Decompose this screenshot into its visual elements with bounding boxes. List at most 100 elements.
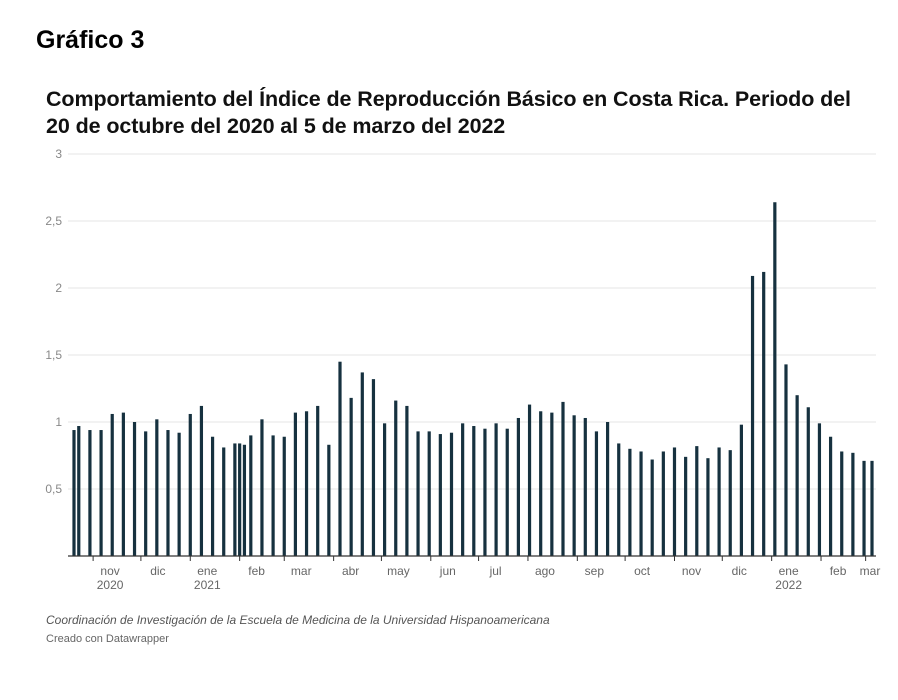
y-axis: 0,5 1 1,5 2 2,5 3: [45, 147, 62, 496]
bar: [661, 451, 665, 556]
bar: [583, 417, 587, 556]
y-tick-label: 1,5: [45, 348, 62, 362]
bar: [99, 430, 103, 556]
bar: [449, 432, 454, 556]
x-tick-label: mar: [291, 564, 312, 578]
bar: [438, 434, 442, 556]
bar: [650, 459, 654, 556]
bar: [242, 444, 247, 556]
bar: [382, 423, 387, 556]
bar: [539, 411, 543, 556]
bar: [572, 415, 576, 556]
source-note: Coordinación de Investigación de la Escu…: [46, 613, 550, 627]
bar: [628, 448, 632, 556]
bar: [88, 430, 92, 556]
figure-label: Gráfico 3: [36, 26, 145, 54]
x-tick-label: ene: [197, 564, 217, 578]
x-tick-label: nov: [100, 564, 119, 578]
bar: [605, 422, 610, 556]
bar: [728, 450, 732, 556]
bar: [862, 460, 866, 556]
bar: [594, 431, 599, 556]
x-tick-label: jul: [489, 564, 502, 578]
x-tick-label: dic: [732, 564, 747, 578]
bar: [72, 430, 76, 556]
bar: [851, 452, 855, 556]
bar: [132, 422, 137, 556]
bar: [222, 447, 226, 556]
bar: [77, 426, 81, 556]
bar: [817, 423, 822, 556]
bar: [806, 407, 810, 556]
bar: [461, 423, 465, 556]
bar: [293, 412, 298, 556]
bar: [210, 436, 215, 556]
bar: [695, 446, 699, 556]
bar: [349, 397, 353, 556]
bar: [684, 456, 688, 556]
bar: [561, 401, 565, 556]
x-tick-year-label: 2020: [97, 578, 124, 592]
bar: [327, 444, 331, 556]
bar: [338, 361, 342, 556]
bar: [238, 443, 242, 556]
bar: [316, 405, 320, 556]
x-tick-label: ene: [779, 564, 799, 578]
bar: [717, 447, 721, 556]
x-tick-label: nov: [682, 564, 701, 578]
bar: [121, 412, 125, 556]
bar: [394, 400, 398, 556]
bar: [750, 275, 755, 556]
bar: [405, 405, 409, 556]
x-tick-year-label: 2022: [775, 578, 802, 592]
bar: [177, 432, 181, 556]
x-tick-label: oct: [634, 564, 651, 578]
x-tick-year-label: 2021: [194, 578, 221, 592]
x-tick-label: dic: [150, 564, 165, 578]
x-tick-label: ago: [535, 564, 555, 578]
x-tick-label: mar: [860, 564, 881, 578]
bar: [249, 435, 253, 556]
bar: [110, 413, 114, 556]
bar: [516, 417, 520, 556]
bar: [144, 431, 148, 556]
x-tick-label: may: [387, 564, 410, 578]
bar: [773, 202, 777, 557]
bar: [795, 395, 799, 556]
bar: [483, 428, 487, 556]
bar: [416, 431, 420, 556]
bar: [762, 271, 766, 556]
y-tick-label: 2,5: [45, 214, 62, 228]
bar: [166, 430, 170, 556]
bar: [840, 451, 844, 556]
bar: [739, 424, 743, 556]
bar: [233, 443, 237, 556]
bar: [639, 451, 643, 556]
bar: [371, 379, 376, 556]
bar: [427, 431, 431, 556]
bar: [828, 436, 833, 556]
bar: [706, 458, 710, 556]
chart-title: Comportamiento del Índice de Reproducció…: [46, 87, 851, 138]
bar: [260, 419, 264, 556]
bar: [271, 435, 275, 556]
bar: [550, 412, 554, 556]
bar: [505, 428, 509, 556]
y-tick-label: 2: [55, 281, 62, 295]
bar: [784, 364, 788, 556]
x-tick-label: abr: [342, 564, 359, 578]
bar: [155, 419, 159, 556]
y-tick-label: 1: [55, 415, 62, 429]
bar: [617, 443, 621, 556]
bar: [494, 423, 498, 556]
credit-note: Creado con Datawrapper: [46, 633, 169, 645]
bar: [870, 460, 874, 556]
x-tick-label: sep: [585, 564, 605, 578]
bar: [360, 372, 364, 556]
x-tick-label: feb: [248, 564, 265, 578]
bar: [672, 447, 677, 556]
bar: [472, 426, 476, 556]
bar: [282, 436, 286, 556]
